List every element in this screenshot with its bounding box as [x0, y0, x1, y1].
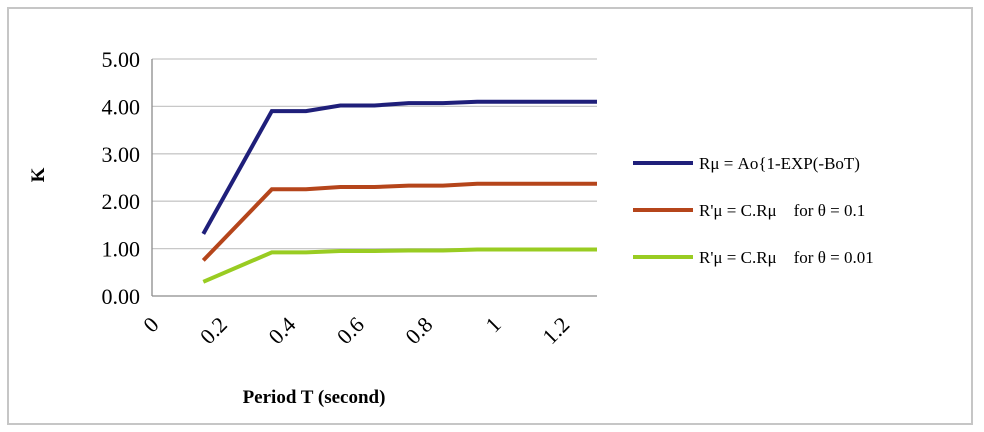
- x-tick-label: 1: [480, 312, 505, 337]
- series-line-2: [202, 247, 597, 284]
- x-tick-label: 0: [138, 312, 163, 337]
- series-line-1: [201, 181, 597, 262]
- y-tick-label: 3.00: [102, 142, 141, 167]
- chart-frame: [7, 7, 973, 425]
- y-tick-label: 4.00: [102, 94, 141, 119]
- legend-label-0: Rμ = Ao{1-EXP(-BoT): [699, 154, 860, 173]
- grid-lines: [152, 58, 597, 250]
- y-axis-title: K: [28, 167, 49, 182]
- y-tick-label: 2.00: [102, 189, 141, 214]
- x-tick-label: 0.6: [332, 312, 369, 349]
- y-tick-label: 5.00: [102, 47, 141, 72]
- y-tick-label: 1.00: [102, 237, 141, 262]
- axes: [151, 59, 597, 297]
- x-tick-label: 0.8: [400, 312, 437, 349]
- series-line-0: [201, 99, 597, 235]
- tick-labels: 0.00 1.00 2.00 3.00 4.00 5.00 0 0.2 0.4 0.6 0.8 1 1.…: [102, 47, 575, 349]
- series-lines: [201, 99, 597, 284]
- legend-label-2: R'μ = C.Rμ for θ = 0.01: [699, 248, 874, 267]
- y-tick-label: 0.00: [102, 284, 141, 309]
- x-tick-label: 0.2: [195, 312, 232, 349]
- x-tick-label: 0.4: [263, 312, 300, 349]
- x-axis-title: Period T (second): [243, 387, 386, 408]
- legend-label-1: R'μ = C.Rμ for θ = 0.1: [699, 201, 865, 220]
- x-tick-label: 1.2: [537, 312, 574, 349]
- legend: Rμ = Ao{1-EXP(-BoT) R'μ = C.Rμ for θ = 0.…: [633, 154, 874, 267]
